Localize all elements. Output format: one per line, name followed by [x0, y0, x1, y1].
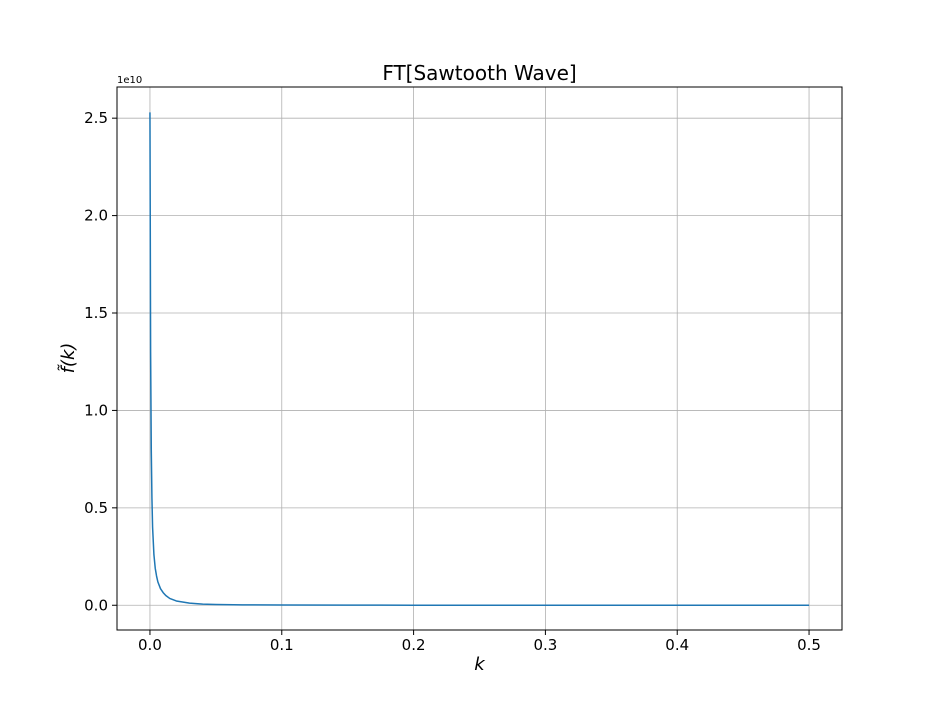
- chart-title: FT[Sawtooth Wave]: [382, 61, 576, 85]
- y-axis-label: f̃(k): [58, 343, 79, 374]
- plot-lines: [149, 112, 810, 606]
- y-tick-label: 1.0: [84, 401, 108, 419]
- x-tick-label: 0.1: [270, 636, 294, 654]
- x-tick-label: 0.2: [402, 636, 426, 654]
- y-offset-text: 1e10: [117, 75, 142, 86]
- x-tick-label: 0.4: [665, 636, 689, 654]
- x-tick-label: 0.3: [533, 636, 557, 654]
- y-tick-label: 0.5: [84, 499, 108, 517]
- x-tick-label: 0.0: [138, 636, 162, 654]
- x-axis-label: k: [474, 654, 486, 675]
- y-tick-label: 0.0: [84, 596, 108, 614]
- plot-frame: [116, 86, 843, 631]
- y-tick-label: 2.0: [84, 207, 108, 225]
- y-tick-label: 2.5: [84, 109, 108, 127]
- x-tick-label: 0.5: [797, 636, 821, 654]
- axis-ticks: 0.0 0.1 0.2 0.3 0.4 0.5 0.0 0.5 1.0 1.5 2.0 2.5: [84, 109, 821, 654]
- series-line: [149, 112, 810, 606]
- y-tick-label: 1.5: [84, 304, 108, 322]
